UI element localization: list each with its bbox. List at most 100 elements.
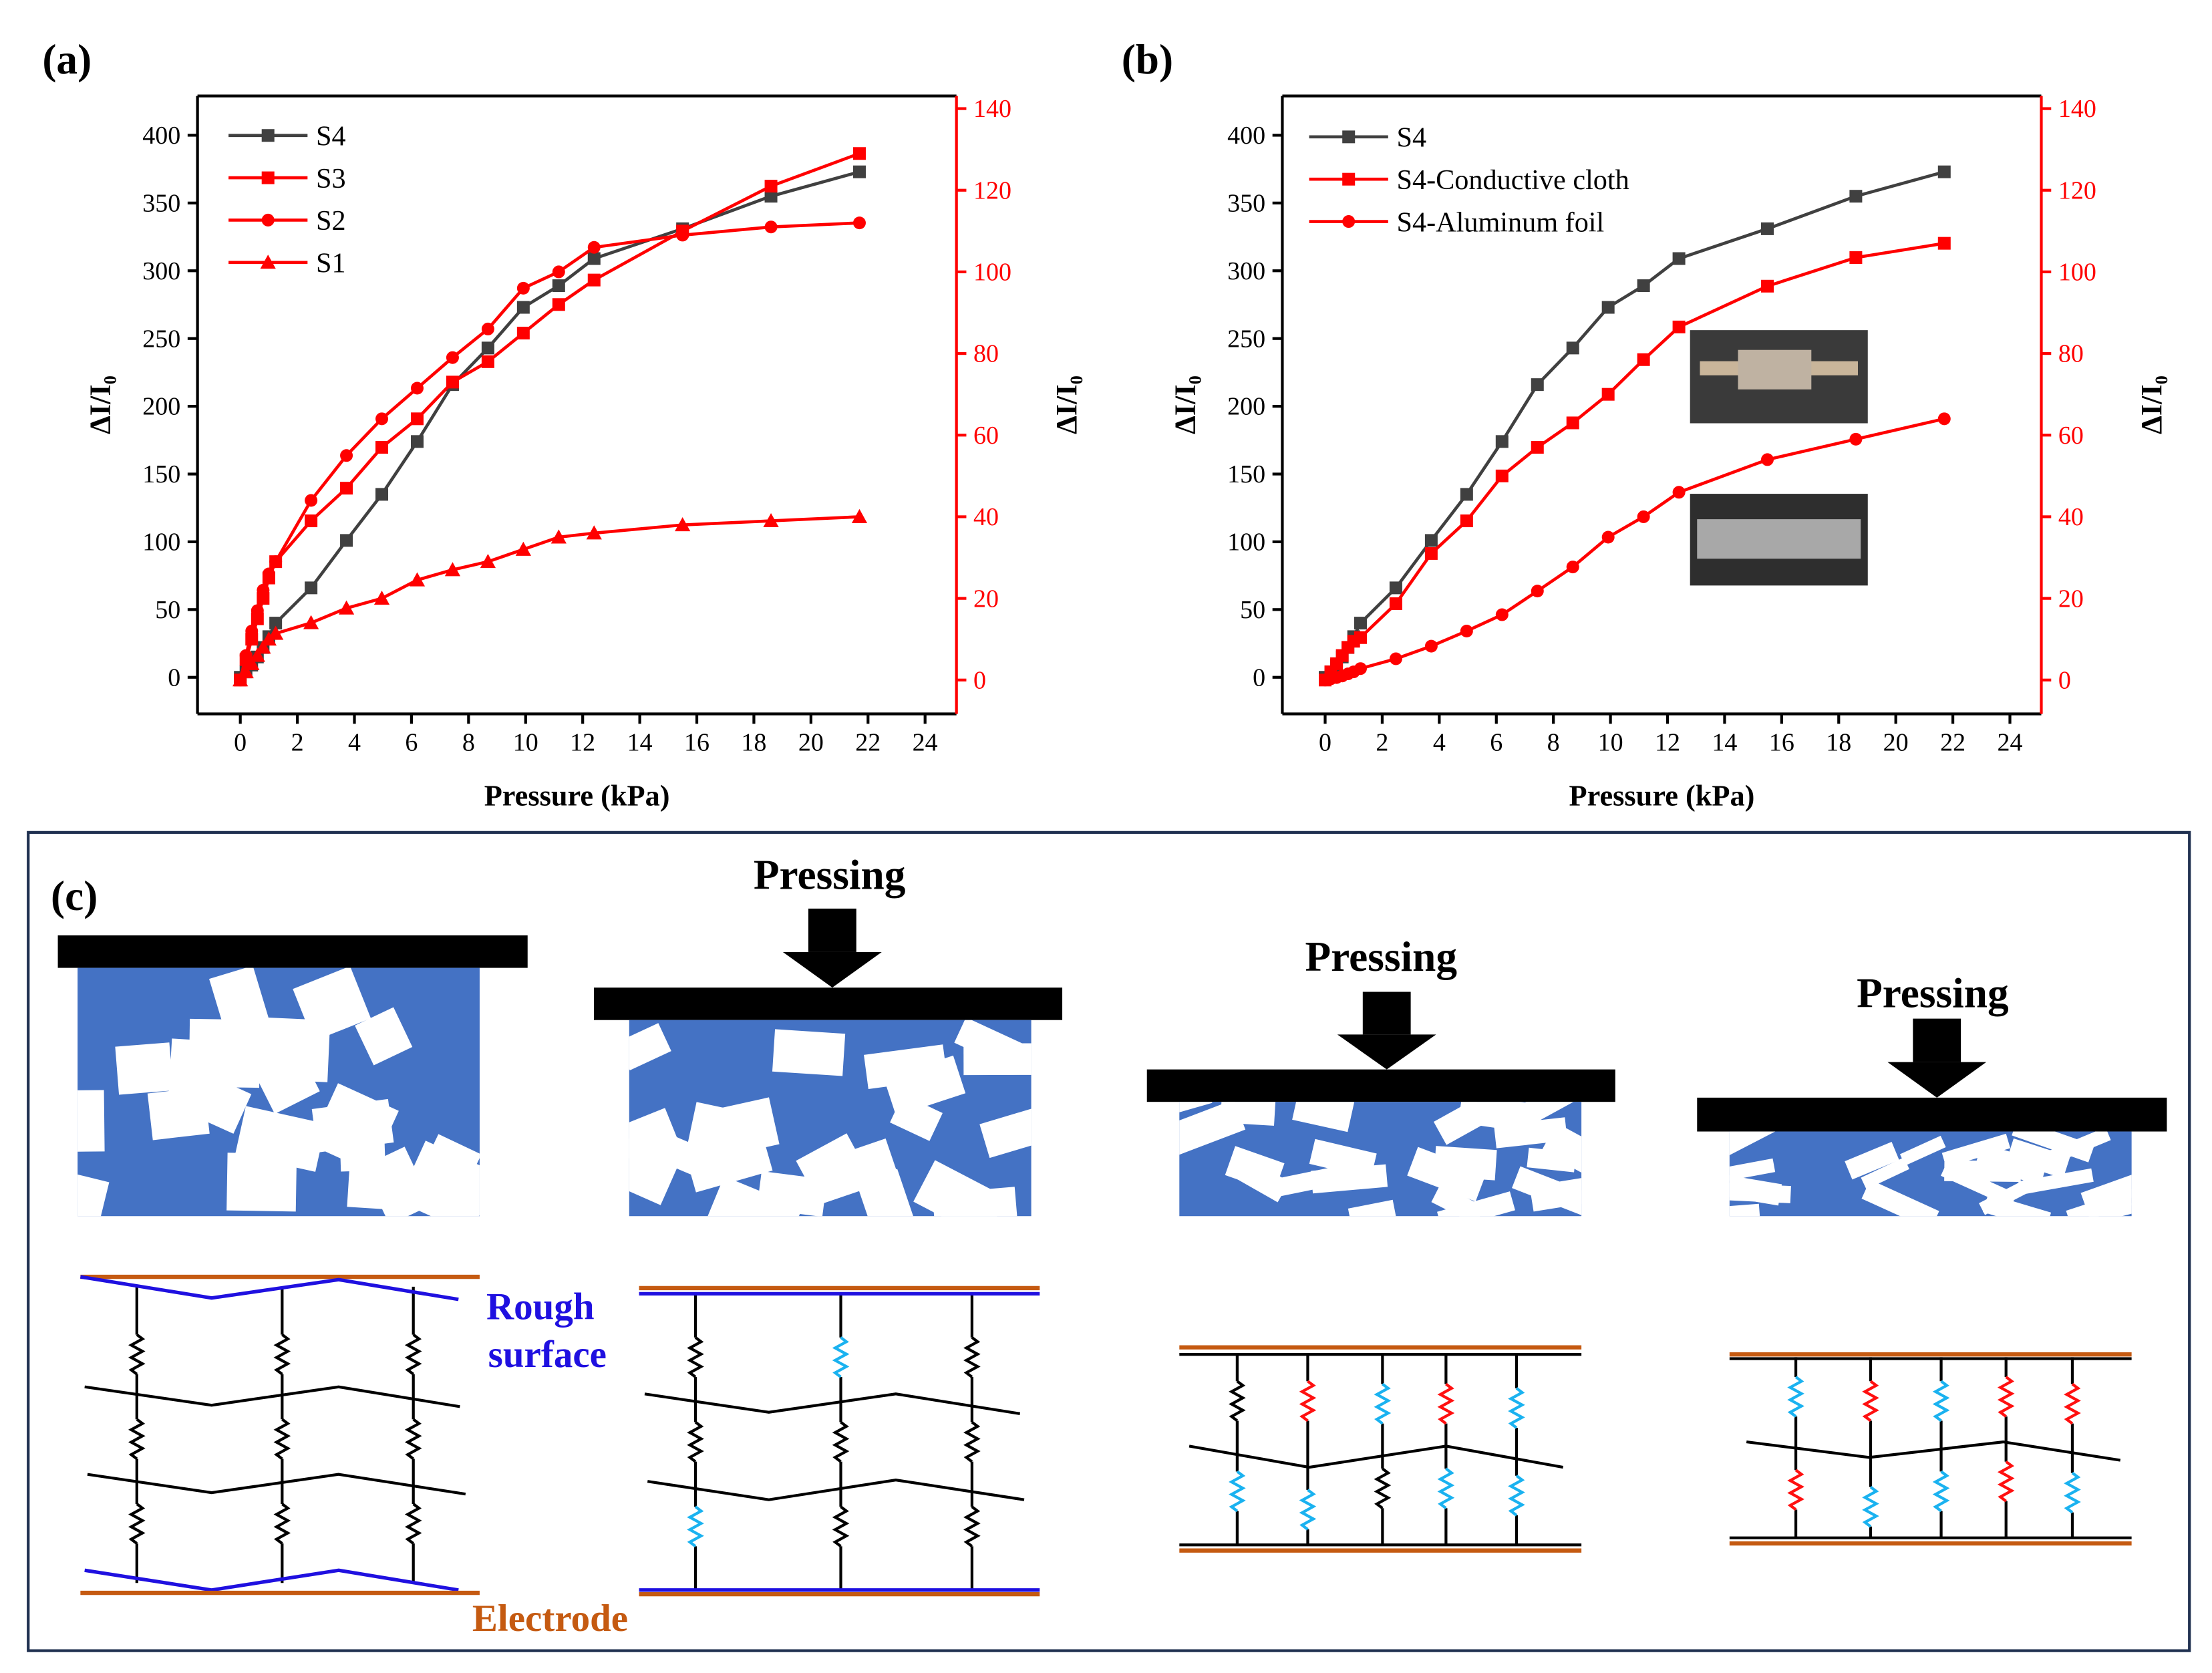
pore (355, 1007, 413, 1066)
foam-pores (77, 967, 480, 1217)
x-tick-label: 12 (1655, 728, 1680, 756)
pressing-label: Pressing (1857, 970, 2009, 1017)
pore (1292, 1102, 1355, 1132)
marker (446, 375, 459, 389)
marker (340, 534, 353, 547)
marker (444, 562, 461, 577)
pore (310, 1083, 399, 1173)
panel-border (27, 830, 2191, 1652)
press-arrow (1887, 1062, 1987, 1098)
y-tick-label: 0 (168, 663, 180, 692)
marker (552, 279, 565, 293)
marker (552, 265, 565, 279)
pore (1941, 1133, 2011, 1168)
spring (832, 1336, 850, 1378)
marker (1849, 190, 1863, 203)
x-tick-label: 2 (1376, 728, 1388, 756)
x-tick-label: 10 (1598, 728, 1623, 756)
y2-tick-label: 0 (973, 666, 986, 694)
spring (1229, 1470, 1246, 1513)
spring (273, 1418, 291, 1461)
y-tick-label: 200 (142, 393, 180, 421)
marker (1566, 416, 1579, 430)
pore (1309, 1138, 1377, 1179)
press-arrow (1913, 1018, 1961, 1062)
marker (1760, 222, 1774, 235)
pore (1348, 1199, 1398, 1217)
marker (1849, 251, 1863, 265)
pore (1861, 1157, 1909, 1190)
marker (481, 322, 494, 335)
press-plate (1697, 1097, 2167, 1132)
marker (375, 412, 389, 426)
layer-line (87, 1473, 466, 1496)
panel-label: (b) (1122, 36, 1173, 83)
pore (629, 1023, 671, 1070)
marker (1760, 453, 1774, 466)
spring (404, 1333, 422, 1376)
spring (1508, 1387, 1525, 1429)
panel-label: (c) (51, 873, 98, 919)
pore (883, 1055, 966, 1116)
marker (255, 639, 271, 654)
marker (516, 301, 530, 314)
spring (1437, 1382, 1455, 1425)
pore (772, 1029, 846, 1076)
pore (707, 1176, 802, 1217)
spring (1229, 1380, 1246, 1422)
pore (1179, 1102, 1213, 1120)
panel-label: (a) (42, 36, 92, 83)
marker (1566, 341, 1579, 355)
marker (1672, 486, 1686, 499)
marker (239, 649, 253, 662)
marker (1495, 435, 1509, 448)
spring (1932, 1470, 1950, 1513)
marker (1531, 378, 1544, 392)
y-tick-label: 350 (142, 190, 180, 218)
pore (963, 1043, 1032, 1076)
pore (226, 1153, 297, 1212)
x-tick-label: 6 (405, 728, 418, 756)
x-tick-label: 14 (1712, 728, 1737, 756)
spring (1508, 1475, 1525, 1517)
y2-tick-label: 140 (973, 95, 1011, 123)
legend-label: S3 (316, 163, 346, 194)
y-tick-label: 100 (142, 528, 180, 557)
press-plate (593, 987, 1063, 1020)
marker (1342, 215, 1356, 229)
pressing-label: Pressing (754, 851, 906, 898)
pore (629, 1133, 680, 1205)
pore (1529, 1175, 1582, 1212)
marker (261, 129, 275, 142)
marker (764, 180, 778, 193)
y-tick-label: 300 (142, 257, 180, 285)
y-tick-label: 150 (1227, 460, 1265, 488)
marker (550, 529, 567, 544)
pore (115, 1042, 174, 1095)
spring (2064, 1471, 2081, 1514)
spring (687, 1336, 704, 1378)
marker (480, 554, 496, 569)
marker (257, 583, 270, 597)
y2-axis-label: ΔI/I₀ (2135, 375, 2168, 434)
marker (1601, 530, 1615, 544)
y-tick-label: 150 (142, 460, 180, 488)
spring (687, 1505, 704, 1548)
y-tick-label: 350 (1227, 190, 1265, 218)
pore (147, 1086, 210, 1140)
marker (764, 220, 778, 234)
x-tick-label: 18 (741, 728, 766, 756)
press-arrow (1362, 992, 1411, 1035)
pore (235, 1106, 326, 1172)
series-line (1323, 241, 1945, 681)
pore (1220, 1102, 1276, 1126)
marker (261, 213, 275, 226)
pore (2018, 1168, 2094, 1195)
y2-tick-label: 80 (2058, 340, 2084, 368)
pressing-label: Pressing (1305, 933, 1457, 980)
marker (305, 581, 318, 595)
x-tick-label: 20 (798, 728, 824, 756)
spring (404, 1503, 422, 1545)
pore (2006, 1138, 2070, 1179)
